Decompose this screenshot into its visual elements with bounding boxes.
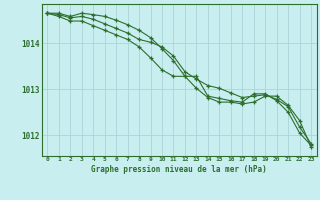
X-axis label: Graphe pression niveau de la mer (hPa): Graphe pression niveau de la mer (hPa): [91, 165, 267, 174]
